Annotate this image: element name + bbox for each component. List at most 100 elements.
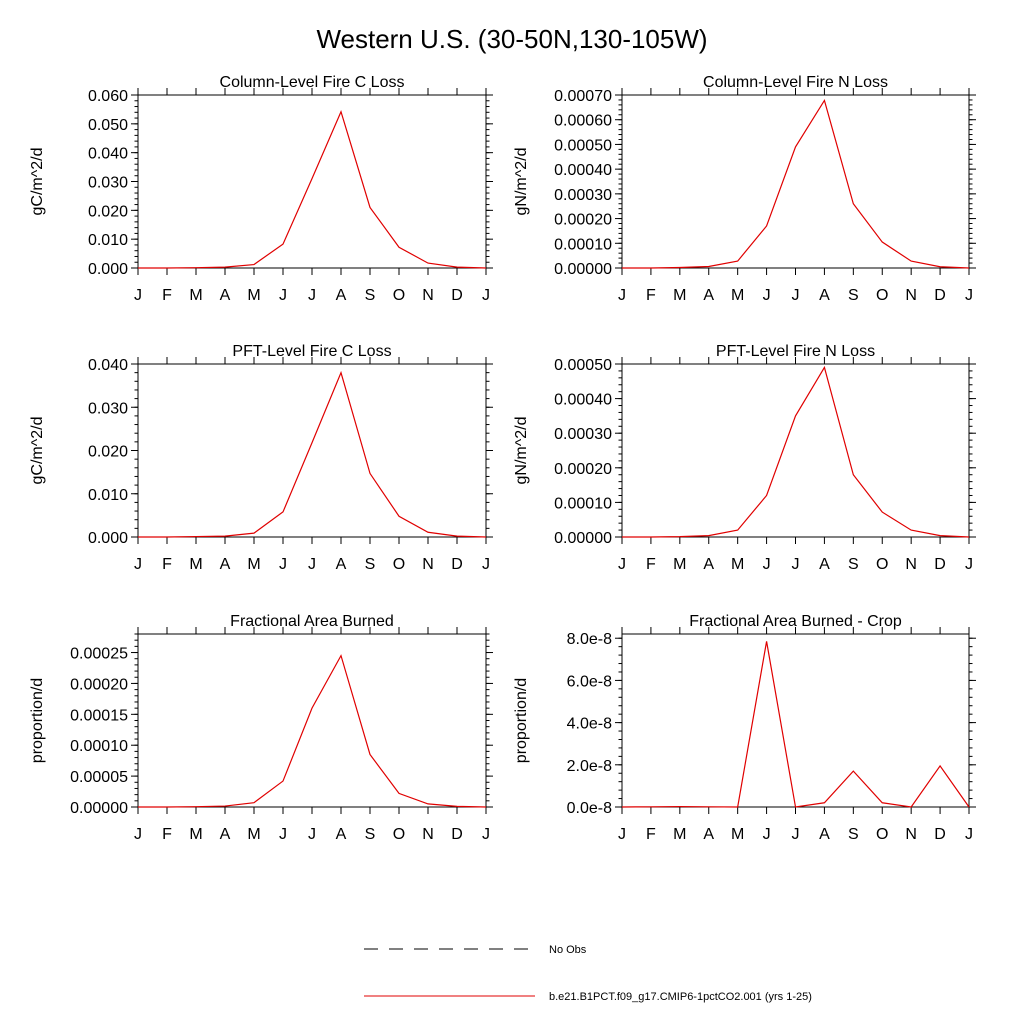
x-tick-label: J — [482, 287, 490, 304]
legend-label-1: b.e21.B1PCT.f09_g17.CMIP6-1pctCO2.001 (y… — [549, 991, 812, 1003]
x-tick-label: J — [618, 556, 626, 573]
x-tick-label: M — [673, 556, 686, 573]
x-tick-label: J — [308, 287, 316, 304]
chart-panel-4: Fractional Area Burned proportion/d 0.0000… — [29, 613, 493, 843]
x-tick-label: A — [336, 287, 347, 304]
plot-frame — [137, 94, 487, 269]
x-tick-label: A — [703, 826, 714, 843]
y-tick-label: 0.00030 — [554, 426, 612, 443]
x-tick-label: S — [365, 287, 376, 304]
x-tick-label: A — [819, 287, 830, 304]
y-tick-label: 0.00030 — [554, 187, 612, 204]
y-tick-label: 0.00050 — [554, 357, 612, 374]
x-tick-label: A — [819, 556, 830, 573]
y-tick-label: 0.00040 — [554, 162, 612, 179]
x-tick-label: M — [731, 287, 744, 304]
chart-panel-1: Column-Level Fire N Loss gN/m^2/d 0.00000 0… — [513, 74, 976, 304]
plot-frame — [137, 363, 487, 538]
x-tick-label: O — [393, 287, 405, 304]
x-tick-label: J — [763, 826, 771, 843]
y-tick-label: 0.00015 — [70, 707, 128, 724]
plot-frame — [137, 633, 487, 808]
x-tick-label: O — [876, 287, 888, 304]
x-tick-label: F — [646, 556, 656, 573]
y-tick-label: 0.040 — [88, 146, 128, 163]
y-tick-label: 4.0e-8 — [567, 716, 612, 733]
x-tick-label: O — [876, 556, 888, 573]
y-tick-label: 0.00020 — [70, 676, 128, 693]
x-tick-label: N — [422, 287, 434, 304]
chart-title: Column-Level Fire C Loss — [220, 74, 405, 91]
x-tick-label: J — [965, 556, 973, 573]
x-tick-label: J — [482, 826, 490, 843]
x-tick-label: A — [220, 826, 231, 843]
x-tick-label: N — [422, 826, 434, 843]
plot-frame — [621, 94, 970, 269]
x-tick-label: S — [365, 826, 376, 843]
y-tick-label: 0.00050 — [554, 137, 612, 154]
x-tick-label: N — [905, 556, 917, 573]
chart-panel-0: Column-Level Fire C Loss gC/m^2/d 0.000 0.0… — [29, 74, 493, 304]
y-tick-label: 0.000 — [88, 261, 128, 278]
x-tick-label: M — [247, 826, 260, 843]
chart-title: PFT-Level Fire N Loss — [716, 343, 875, 360]
y-tick-label: 0.00000 — [554, 261, 612, 278]
y-tick-label: 0.030 — [88, 400, 128, 417]
legend: No Obs b.e21.B1PCT.f09_g17.CMIP6-1pctCO2.… — [364, 944, 812, 1003]
y-tick-label: 0.020 — [88, 203, 128, 220]
y-tick-label: 0.00020 — [554, 461, 612, 478]
x-tick-label: A — [819, 826, 830, 843]
series-line — [622, 98, 970, 269]
x-tick-label: J — [763, 556, 771, 573]
x-tick-label: M — [673, 287, 686, 304]
y-tick-label: 0.0e-8 — [567, 800, 612, 817]
y-tick-label: 0.00070 — [554, 88, 612, 105]
x-tick-label: D — [451, 556, 463, 573]
y-tick-label: 0.050 — [88, 117, 128, 134]
series-line — [622, 365, 970, 538]
plot-frame — [621, 363, 970, 538]
x-tick-label: S — [365, 556, 376, 573]
x-tick-label: F — [162, 287, 172, 304]
chart-panel-5: Fractional Area Burned - Crop proportion/… — [513, 613, 976, 843]
x-tick-label: D — [934, 826, 946, 843]
x-tick-label: J — [792, 556, 800, 573]
y-tick-label: 0.00010 — [554, 495, 612, 512]
y-tick-label: 0.020 — [88, 444, 128, 461]
chart-title: Column-Level Fire N Loss — [703, 74, 888, 91]
x-tick-label: M — [731, 826, 744, 843]
x-tick-label: M — [189, 556, 202, 573]
figure-title: Western U.S. (30-50N,130-105W) — [316, 24, 707, 54]
y-tick-label: 0.00005 — [70, 769, 128, 786]
plots-grid: Column-Level Fire C Loss gC/m^2/d 0.000 0.0… — [29, 74, 976, 843]
y-tick-label: 0.040 — [88, 357, 128, 374]
x-tick-label: O — [876, 826, 888, 843]
x-tick-label: A — [220, 287, 231, 304]
y-tick-label: 0.060 — [88, 88, 128, 105]
x-tick-label: J — [134, 826, 142, 843]
y-tick-label: 0.00010 — [70, 738, 128, 755]
y-tick-label: 0.00010 — [554, 236, 612, 253]
y-axis-label: proportion/d — [29, 678, 46, 763]
x-tick-label: F — [162, 556, 172, 573]
x-tick-label: J — [792, 287, 800, 304]
y-tick-label: 0.000 — [88, 530, 128, 547]
x-tick-label: A — [703, 287, 714, 304]
series-line — [138, 370, 487, 538]
x-tick-label: J — [279, 287, 287, 304]
x-tick-label: N — [905, 826, 917, 843]
series-line — [138, 109, 487, 269]
x-tick-label: J — [482, 556, 490, 573]
x-tick-label: M — [731, 556, 744, 573]
y-tick-label: 0.030 — [88, 175, 128, 192]
x-tick-label: F — [162, 826, 172, 843]
x-tick-label: M — [189, 287, 202, 304]
x-tick-label: J — [618, 826, 626, 843]
x-tick-label: J — [134, 287, 142, 304]
x-tick-label: S — [848, 826, 859, 843]
y-tick-label: 6.0e-8 — [567, 673, 612, 690]
x-tick-label: D — [934, 556, 946, 573]
series-line — [621, 641, 970, 808]
y-tick-label: 0.00000 — [70, 800, 128, 817]
